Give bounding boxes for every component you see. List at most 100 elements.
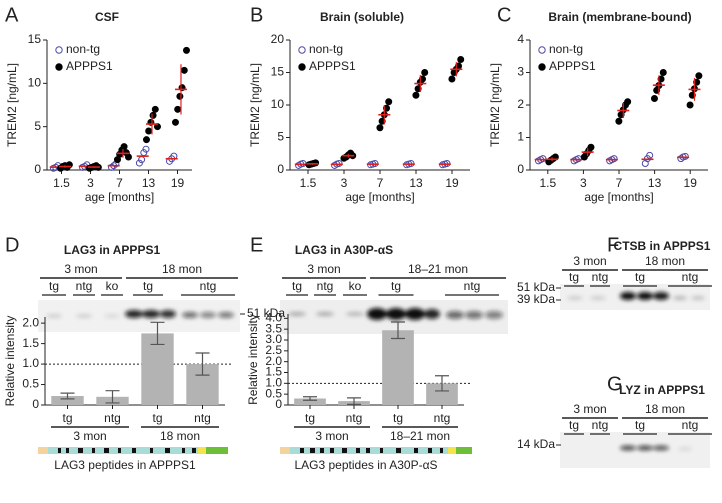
data-point bbox=[419, 75, 427, 83]
legend-label: APPPS1 bbox=[309, 59, 356, 73]
y-tick-label: 2 bbox=[517, 97, 524, 111]
x-tick-label: 7 bbox=[616, 176, 623, 190]
data-point bbox=[414, 85, 422, 93]
y-tick-label: 10 bbox=[28, 76, 42, 90]
blot-lane-label: tg bbox=[49, 279, 59, 293]
legend-marker bbox=[298, 46, 306, 54]
data-point bbox=[657, 75, 665, 83]
y-tick-label: 15 bbox=[28, 32, 42, 46]
data-point bbox=[650, 95, 658, 102]
marker-label: 39 kDa bbox=[517, 292, 555, 306]
blot-lane-label: ntg bbox=[464, 279, 481, 293]
blot-group-label: 18 mon bbox=[162, 262, 202, 276]
x-tick-label: 1.5 bbox=[53, 176, 70, 190]
blot-lane-label: ntg bbox=[317, 279, 334, 293]
blot-image-e bbox=[280, 300, 508, 334]
error-bar bbox=[303, 396, 317, 401]
error-bar bbox=[435, 375, 449, 392]
error-bar bbox=[105, 390, 120, 404]
y-tick-label: 0 bbox=[277, 162, 284, 176]
chart-title: LAG3 in APPPS1 bbox=[64, 243, 161, 257]
data-point bbox=[448, 75, 456, 83]
data-point bbox=[145, 127, 153, 135]
blot-lane-label: tg bbox=[569, 270, 579, 284]
x-tick-label: 19 bbox=[171, 176, 185, 190]
peptide-map-d bbox=[38, 447, 228, 454]
panel-letter: F bbox=[607, 234, 619, 256]
blot-lane-label: ntg bbox=[682, 270, 699, 284]
blot-lane-label: ntg bbox=[592, 270, 609, 284]
x-tick-label: 1.5 bbox=[300, 176, 317, 190]
y-tick-label: 3 bbox=[517, 65, 524, 79]
group-label: 18 mon bbox=[160, 429, 200, 443]
data-point bbox=[151, 105, 159, 113]
y-tick-label: 2.0 bbox=[22, 315, 39, 329]
data-point bbox=[312, 159, 320, 167]
y-axis-label: Relative intensity bbox=[3, 316, 17, 407]
y-tick-label: 4.0 bbox=[265, 311, 282, 325]
data-point bbox=[421, 69, 429, 76]
blot-lane-label: tg bbox=[143, 279, 153, 293]
data-point bbox=[646, 151, 654, 159]
data-point bbox=[171, 118, 179, 126]
blot-group-label: 18 mon bbox=[645, 254, 685, 268]
panel-letter: G bbox=[607, 373, 623, 395]
legend-marker bbox=[55, 46, 63, 54]
group-label: 3 mon bbox=[73, 429, 106, 443]
data-point bbox=[176, 92, 184, 100]
data-point bbox=[610, 155, 618, 163]
x-axis-label: age [months] bbox=[584, 190, 653, 204]
data-point bbox=[142, 136, 150, 144]
data-point bbox=[142, 145, 150, 153]
legend-marker bbox=[55, 63, 63, 71]
x-tick-label: 7 bbox=[116, 176, 123, 190]
blot-group-label: 18 mon bbox=[645, 402, 685, 416]
data-point bbox=[180, 66, 188, 74]
data-point bbox=[412, 91, 420, 99]
data-point bbox=[695, 72, 703, 80]
marker-label: 14 kDa bbox=[517, 437, 555, 451]
legend-label: non-tg bbox=[66, 42, 100, 56]
y-tick-label: 0 bbox=[32, 397, 39, 411]
group-label: 18–21 mon bbox=[390, 429, 450, 443]
x-tick-label: ntg bbox=[194, 411, 211, 425]
data-point bbox=[587, 143, 595, 151]
x-tick-label: 3 bbox=[580, 176, 587, 190]
data-point bbox=[124, 153, 132, 161]
x-tick-label: 13 bbox=[142, 176, 156, 190]
data-point bbox=[615, 117, 623, 125]
x-axis-label: age [months] bbox=[85, 190, 154, 204]
bar bbox=[141, 333, 174, 405]
y-tick-label: 1.0 bbox=[265, 376, 282, 390]
data-point bbox=[120, 143, 128, 151]
blot-lane-label: ntg bbox=[592, 418, 609, 432]
y-tick-label: 1.5 bbox=[265, 365, 282, 379]
y-tick-label: 3.0 bbox=[265, 332, 282, 346]
y-tick-label: 10 bbox=[271, 97, 285, 111]
data-point bbox=[681, 152, 689, 160]
bar bbox=[294, 398, 326, 405]
blot-lane-label: tg bbox=[569, 418, 579, 432]
data-point bbox=[688, 91, 696, 99]
blot-lane-label: ntg bbox=[76, 279, 93, 293]
data-point bbox=[686, 101, 694, 109]
y-tick-label: 5 bbox=[277, 130, 284, 144]
data-point bbox=[376, 124, 384, 132]
data-point bbox=[108, 163, 115, 171]
x-tick-label: 13 bbox=[409, 176, 423, 190]
y-tick-label: 2.5 bbox=[265, 343, 282, 357]
chart-title: Brain (soluble) bbox=[320, 10, 404, 24]
blot-lane-label: ko bbox=[106, 279, 119, 293]
y-tick-label: 5 bbox=[34, 119, 41, 133]
error-bar bbox=[60, 392, 75, 400]
data-point bbox=[539, 155, 547, 163]
x-tick-label: 3 bbox=[87, 176, 94, 190]
data-point bbox=[135, 159, 143, 167]
y-axis-label: TREM2 [ng/mL] bbox=[248, 63, 262, 147]
legend-label: non-tg bbox=[549, 42, 583, 56]
x-tick-label: ntg bbox=[434, 411, 451, 425]
data-point bbox=[457, 56, 465, 63]
y-tick-label: 0 bbox=[275, 397, 282, 411]
blot-lane-label: ko bbox=[349, 279, 362, 293]
